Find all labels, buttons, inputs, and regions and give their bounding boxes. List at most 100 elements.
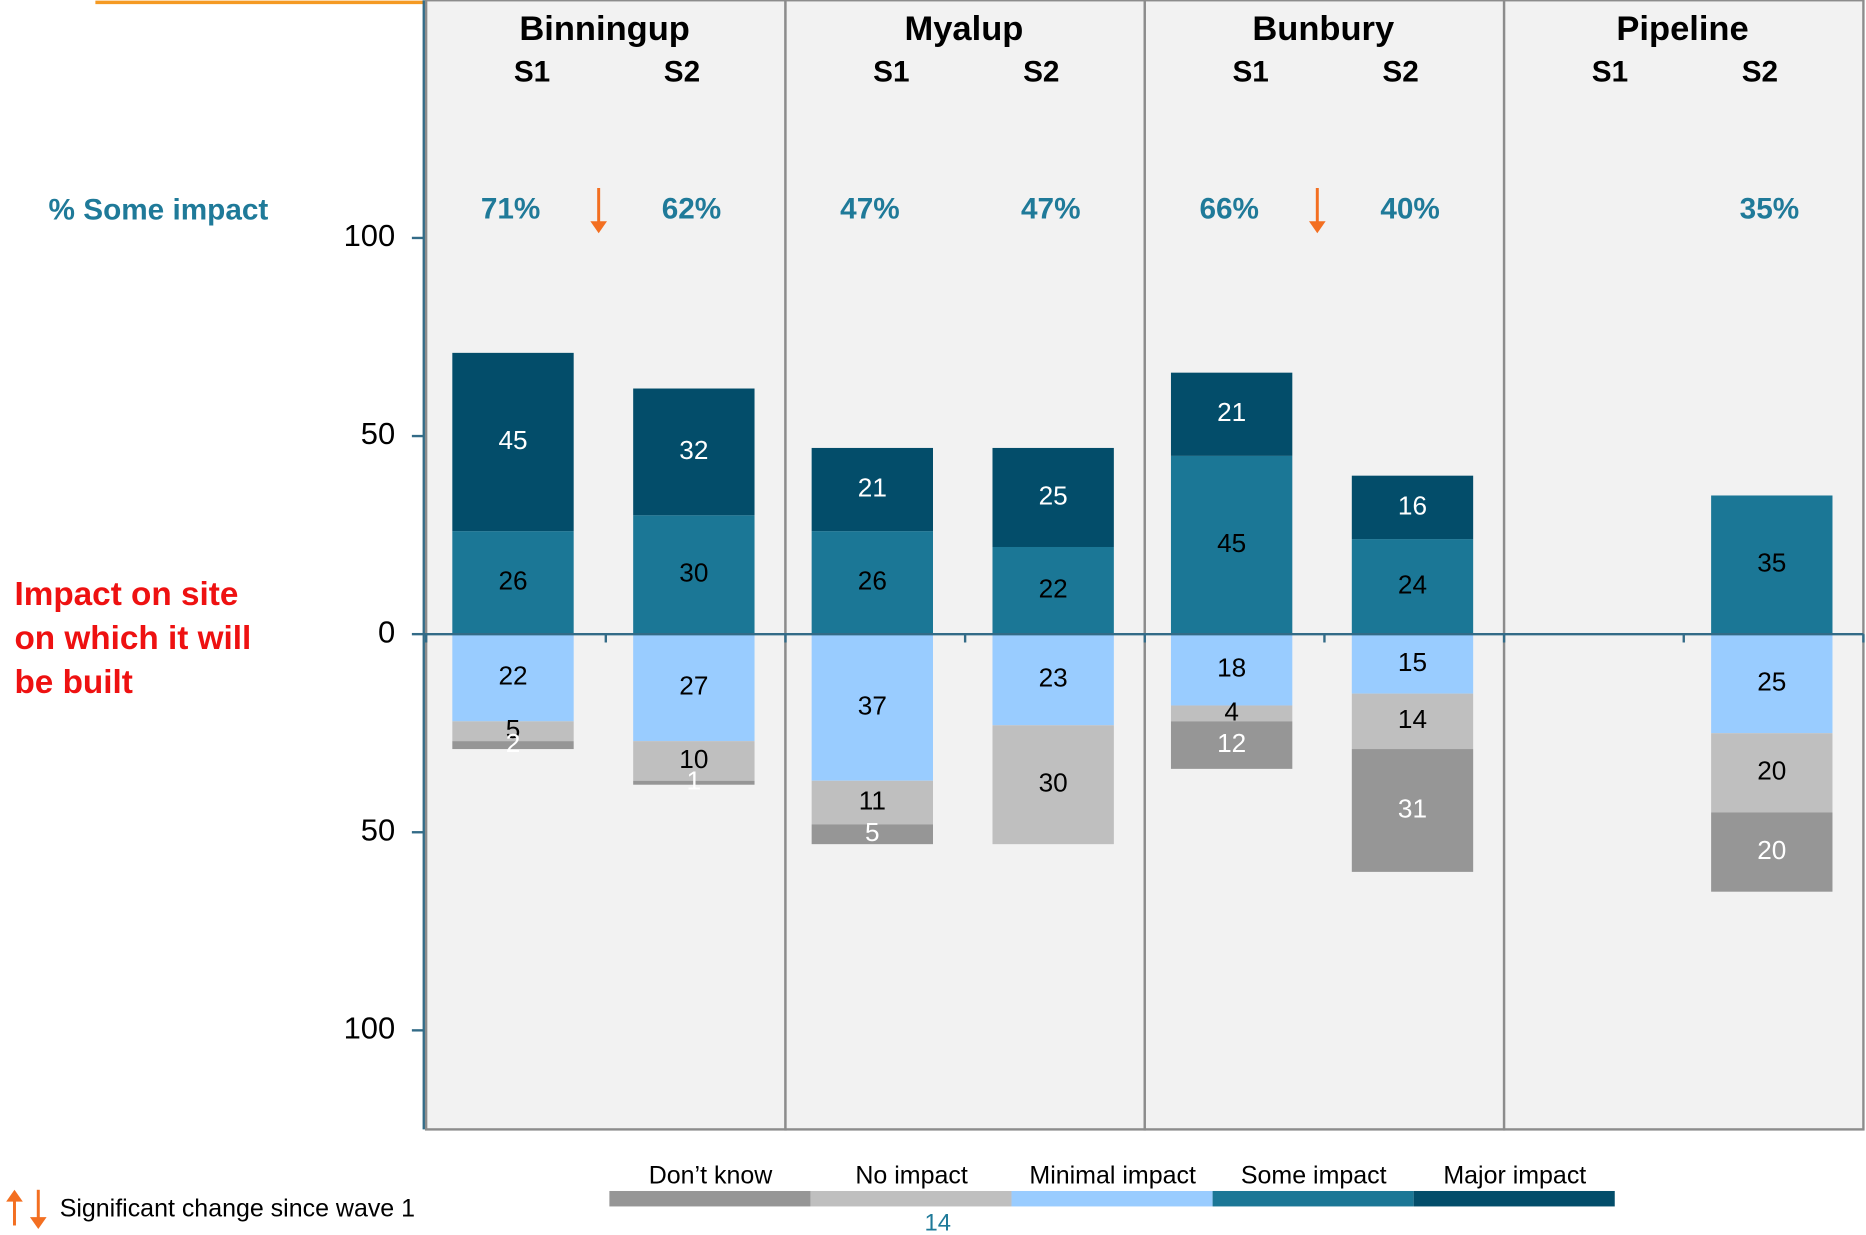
data-label: 31 [1398, 793, 1427, 823]
data-label: 21 [1217, 397, 1246, 427]
total-value: 62% [662, 192, 722, 225]
legend-swatch [1413, 1190, 1615, 1207]
data-label: 32 [679, 435, 708, 465]
y-tick-label: 100 [344, 218, 396, 253]
bar-segment [452, 352, 574, 532]
side-label: be built [14, 664, 132, 701]
data-label: 25 [1757, 667, 1786, 697]
bar-segment [1170, 705, 1293, 722]
total-value: 35% [1740, 192, 1800, 225]
legend-arrow-up-head [6, 1189, 23, 1202]
side-label: Impact on site [14, 576, 238, 613]
data-label: 22 [498, 661, 527, 691]
group-label: Pipeline [1616, 10, 1748, 48]
footnote: Significant change since wave 1 [60, 1195, 415, 1223]
data-label: 2 [506, 728, 521, 758]
data-label: 20 [1757, 835, 1786, 865]
bar-segment [1351, 539, 1474, 635]
category-label: S1 [873, 56, 909, 89]
bar-segment [992, 725, 1114, 845]
bar-segment [811, 634, 933, 781]
category-label: S2 [664, 56, 700, 89]
bar-segment [992, 447, 1114, 547]
category-label: S1 [1232, 56, 1268, 89]
legend-swatch [810, 1190, 1012, 1207]
data-label: 14 [1398, 704, 1427, 734]
significance-arrow-head [590, 221, 607, 234]
bar-segment [1711, 495, 1833, 635]
total-value: 71% [481, 192, 541, 225]
bar-segment [811, 447, 933, 532]
legend-label: Some impact [1241, 1161, 1387, 1189]
bar-segment [1170, 721, 1293, 769]
total-value: 47% [840, 192, 900, 225]
data-label: 23 [1039, 663, 1068, 693]
data-label: 16 [1398, 490, 1427, 520]
legend-label: Don’t know [649, 1161, 773, 1189]
y-tick-label: 50 [361, 416, 395, 451]
legend-swatch [609, 1190, 811, 1207]
data-label: 15 [1398, 647, 1427, 677]
total-value: 40% [1380, 192, 1440, 225]
data-label: 4 [1224, 696, 1239, 726]
bar-segment [633, 388, 755, 516]
bar-segment [992, 546, 1114, 635]
bar-segment [1711, 812, 1833, 892]
bar-segment [633, 515, 755, 635]
bar-segment [1170, 634, 1293, 706]
legend-label: No impact [855, 1161, 967, 1189]
bar-segment [1351, 634, 1474, 694]
bar-segment [452, 531, 574, 635]
totals-label: % Some impact [49, 194, 269, 227]
data-label: 26 [498, 566, 527, 596]
category-label: S2 [1742, 56, 1778, 89]
bar-segment [1170, 372, 1293, 456]
category-label: S2 [1023, 56, 1059, 89]
side-label: on which it will [14, 620, 251, 657]
data-label: 5 [865, 817, 880, 847]
significance-arrow-head [1308, 221, 1326, 234]
legend-label: Minimal impact [1029, 1161, 1196, 1189]
data-label: 20 [1757, 756, 1786, 786]
y-tick-label: 0 [378, 614, 395, 649]
legend-label: Major impact [1443, 1161, 1586, 1189]
category-label: S1 [1592, 56, 1628, 89]
category-label: S2 [1382, 56, 1418, 89]
bar-segment [633, 634, 755, 742]
bar-segment [811, 780, 933, 825]
data-label: 26 [858, 566, 887, 596]
data-label: 37 [858, 690, 887, 720]
data-label: 45 [498, 425, 527, 455]
data-label: 30 [1039, 768, 1068, 798]
data-label: 18 [1217, 653, 1246, 683]
bar-segment [992, 634, 1114, 726]
page-number: 14 [925, 1210, 951, 1235]
bar-segment [811, 531, 933, 635]
bar-segment [633, 741, 755, 781]
total-value: 66% [1199, 192, 1259, 225]
category-label: S1 [514, 56, 550, 89]
data-label: 11 [859, 785, 886, 815]
data-label: 10 [679, 744, 708, 774]
data-label: 5 [506, 714, 521, 744]
bar-segment [1711, 733, 1833, 813]
group-label: Bunbury [1252, 10, 1394, 48]
bar-segment [1351, 693, 1474, 750]
bar-segment [1170, 455, 1293, 635]
data-label: 45 [1217, 528, 1246, 558]
y-tick-label: 50 [361, 812, 395, 847]
data-label: 24 [1398, 570, 1427, 600]
legend-arrow-down-head [29, 1217, 47, 1230]
group-label: Binningup [519, 10, 690, 48]
data-label: 30 [679, 558, 708, 588]
data-label: 1 [687, 766, 702, 796]
data-label: 22 [1039, 573, 1068, 603]
data-label: 27 [679, 671, 708, 701]
legend-swatch [1011, 1190, 1213, 1207]
bar-segment [1351, 749, 1474, 872]
bar-segment [633, 780, 755, 785]
bar-segment [452, 741, 574, 750]
bar-segment [452, 634, 574, 722]
data-label: 25 [1039, 480, 1068, 510]
